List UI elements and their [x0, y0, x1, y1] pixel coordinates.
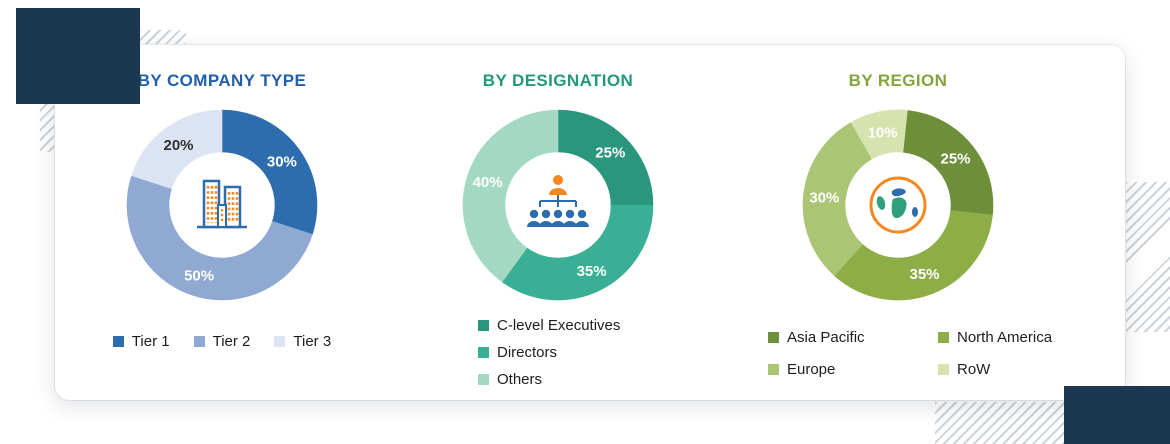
legend-label: RoW	[957, 361, 991, 378]
donut-slice	[221, 109, 318, 235]
legend: Tier 1 Tier 2 Tier 3	[72, 333, 372, 350]
legend-swatch	[478, 374, 489, 385]
hatch-decoration-bottom-right	[935, 402, 1080, 444]
donut-slice	[126, 175, 313, 301]
legend: Asia Pacific North America Europe RoW	[768, 329, 1052, 378]
legend-label: Directors	[497, 344, 558, 361]
donut-chart: 10% 25% 35% 30%	[802, 109, 994, 301]
legend-item: Europe	[768, 361, 938, 378]
legend-swatch	[938, 332, 949, 343]
designation-chart: BY DESIGNATION 25% 35% 40% C-level Exe	[408, 45, 708, 400]
legend-label: Tier 2	[212, 333, 251, 350]
slice-percent-label: 25%	[940, 150, 970, 167]
legend-item: C-level Executives	[478, 317, 620, 334]
chart-title: BY DESIGNATION	[482, 71, 634, 90]
donut-slice	[834, 210, 993, 301]
donut-slice	[131, 109, 223, 189]
donut-slice	[501, 204, 654, 301]
donut-chart: 25% 35% 40%	[462, 109, 654, 301]
legend-label: Tier 3	[293, 333, 332, 350]
legend-swatch	[112, 336, 124, 347]
slice-percent-label: 30%	[267, 154, 297, 171]
legend-label: Others	[497, 371, 543, 388]
slice-percent-label: 20%	[163, 137, 193, 154]
legend-label: Europe	[787, 361, 836, 378]
legend-item: Tier 2	[193, 333, 251, 350]
legend-swatch	[768, 364, 779, 375]
legend-swatch	[938, 364, 949, 375]
legend-swatch	[193, 336, 205, 347]
legend-item: RoW	[938, 361, 1052, 378]
legend-label: C-level Executives	[497, 317, 621, 334]
legend: C-level Executives Directors Others	[478, 317, 620, 388]
buildings-icon	[182, 165, 262, 245]
donut-chart: 30% 50% 20%	[126, 109, 318, 301]
company-type-chart: BY COMPANY TYPE 30% 50% 20% Tier 1 Tie	[72, 45, 372, 400]
slice-percent-label: 35%	[577, 263, 607, 280]
slice-percent-label: 50%	[184, 267, 214, 284]
legend-label: Asia Pacific	[787, 329, 865, 346]
slice-percent-label: 40%	[473, 174, 503, 191]
region-chart: BY REGION 10% 25% 35% 30% Asia Pacific North…	[748, 45, 1052, 400]
org-chart-icon	[518, 165, 598, 245]
legend-item: Others	[478, 371, 620, 388]
legend-swatch	[478, 347, 489, 358]
legend-item: Tier 1	[112, 333, 170, 350]
legend-swatch	[768, 332, 779, 343]
corner-accent-bottom-right	[1064, 386, 1170, 444]
legend-swatch	[478, 320, 489, 331]
donut-slice	[802, 122, 872, 277]
donut-slice	[903, 110, 994, 216]
legend-swatch	[274, 336, 286, 347]
donut-slice	[462, 109, 559, 283]
legend-item: North America	[938, 329, 1052, 346]
corner-accent-top-left	[16, 8, 140, 104]
chart-title: BY REGION	[848, 71, 948, 90]
buildings-icon-graphic	[197, 179, 247, 229]
legend-item: Directors	[478, 344, 620, 361]
legend-label: North America	[957, 329, 1053, 346]
globe-icon-graphic	[869, 176, 927, 234]
chart-title: BY COMPANY TYPE	[137, 71, 307, 90]
legend-item: Tier 3	[274, 333, 331, 350]
slice-percent-label: 10%	[868, 125, 898, 142]
legend-label: Tier 1	[131, 333, 170, 350]
slice-percent-label: 30%	[809, 189, 839, 206]
slice-percent-label: 25%	[595, 145, 625, 162]
slice-percent-label: 35%	[909, 266, 939, 283]
globe-icon	[858, 165, 938, 245]
legend-item: Asia Pacific	[768, 329, 938, 346]
charts-card: BY COMPANY TYPE 30% 50% 20% Tier 1 Tie	[55, 45, 1125, 400]
donut-slice	[557, 109, 654, 206]
org-chart-icon-graphic	[527, 175, 589, 227]
